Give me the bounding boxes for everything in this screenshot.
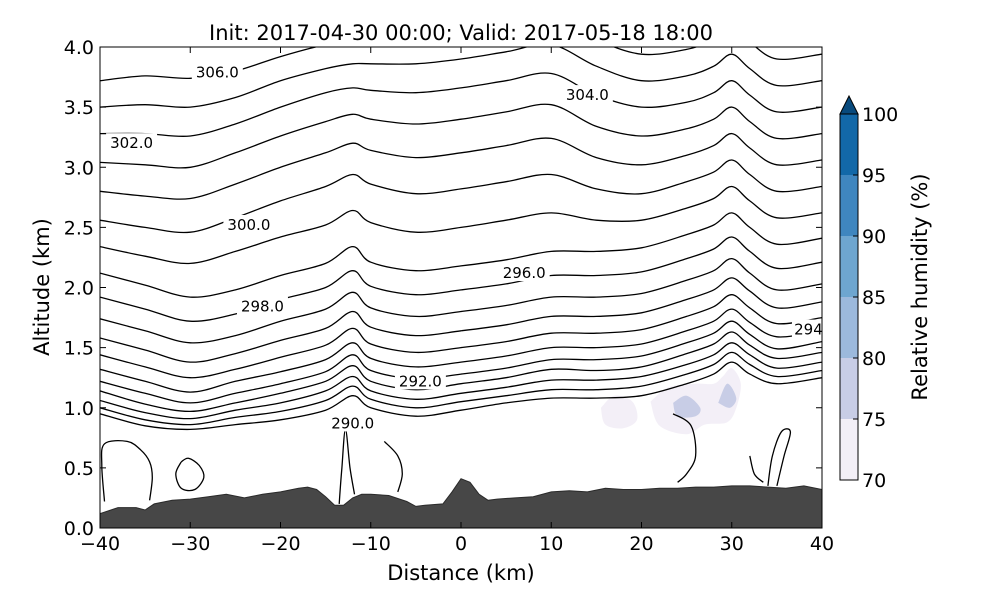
y-tick-label: 2.5 bbox=[64, 217, 94, 239]
x-tick-label: −10 bbox=[351, 533, 391, 555]
humidity-region bbox=[718, 383, 737, 408]
y-axis: 0.0 0.5 1.0 1.5 2.0 2.5 3.0 3.5 4.0 bbox=[64, 37, 822, 540]
isentrope-line bbox=[100, 342, 822, 420]
contour-label-layer: 306.0 304.0 302.0 300.0 298.0 296.0 294 292.0 29… bbox=[106, 62, 825, 432]
contour-label: 300.0 bbox=[227, 216, 270, 234]
chart-title: Init: 2017-04-30 00:00; Valid: 2017-05-1… bbox=[209, 21, 713, 45]
y-tick-label: 1.5 bbox=[64, 338, 94, 360]
colorbar: 70 75 80 85 90 95 100 bbox=[839, 94, 898, 492]
isentrope-line bbox=[100, 47, 822, 108]
humidity-region bbox=[673, 395, 701, 418]
isentrope-line bbox=[100, 72, 822, 138]
isentrope-line bbox=[100, 440, 153, 502]
contour-label: 290.0 bbox=[331, 414, 374, 432]
isentrope-line bbox=[100, 277, 822, 363]
y-tick-label: 2.0 bbox=[64, 278, 94, 300]
isentrope-line bbox=[100, 212, 822, 298]
x-tick-label: 20 bbox=[629, 533, 653, 555]
contour-label-gap bbox=[236, 296, 288, 315]
x-tick-label: −40 bbox=[80, 533, 120, 555]
x-tick-label: −20 bbox=[260, 533, 300, 555]
x-tick-label: 10 bbox=[539, 533, 563, 555]
x-axis-label: Distance (km) bbox=[387, 561, 535, 585]
colorbar-extend-arrow bbox=[839, 94, 859, 115]
colorbar-tick-label: 100 bbox=[862, 104, 898, 126]
colorbar-tick-label: 90 bbox=[862, 226, 886, 248]
isentrope-line bbox=[100, 132, 822, 200]
contour-label: 306.0 bbox=[196, 63, 239, 81]
contour-label: 298.0 bbox=[241, 298, 284, 316]
terrain-layer bbox=[100, 478, 822, 528]
colorbar-tick-label: 80 bbox=[862, 348, 886, 370]
contour-label-gap bbox=[191, 62, 243, 81]
contour-label-gap bbox=[223, 214, 275, 233]
isentrope-line bbox=[749, 455, 764, 483]
isentrope-line bbox=[100, 331, 822, 413]
contour-label-gap bbox=[106, 133, 158, 152]
colorbar-tick-label: 70 bbox=[862, 470, 886, 492]
isentrope-line bbox=[100, 185, 822, 265]
y-tick-label: 1.0 bbox=[64, 398, 94, 420]
humidity-fill-layer bbox=[600, 367, 741, 435]
x-tick-label: 0 bbox=[455, 533, 467, 555]
contour-label: 292.0 bbox=[399, 372, 442, 390]
y-tick-label: 0.0 bbox=[64, 518, 94, 540]
isentrope-line bbox=[100, 351, 822, 426]
colorbar-segment bbox=[840, 297, 858, 358]
contour-label-gap bbox=[791, 319, 825, 338]
colorbar-segment bbox=[840, 175, 858, 236]
y-axis-label: Altitude (km) bbox=[30, 218, 54, 356]
y-tick-label: 3.5 bbox=[64, 97, 94, 119]
contour-label: 294 bbox=[794, 321, 823, 339]
plot-background bbox=[100, 47, 822, 528]
contour-label-gap bbox=[498, 263, 550, 282]
contour-label-gap bbox=[561, 85, 613, 104]
isentrope-line bbox=[100, 294, 822, 379]
colorbar-segment bbox=[840, 358, 858, 419]
x-axis: −40 −30 −20 −10 0 10 20 30 40 bbox=[80, 47, 834, 555]
isentrope-line bbox=[100, 320, 822, 404]
colorbar-segment bbox=[840, 236, 858, 297]
isentrope-line bbox=[100, 103, 822, 169]
x-tick-label: 30 bbox=[720, 533, 744, 555]
y-tick-label: 4.0 bbox=[64, 37, 94, 59]
x-tick-label: −30 bbox=[170, 533, 210, 555]
colorbar-tick-label: 95 bbox=[862, 165, 886, 187]
y-tick-label: 3.0 bbox=[64, 157, 94, 179]
colorbar-segment bbox=[840, 419, 858, 480]
humidity-region bbox=[600, 395, 638, 429]
isentrope-line bbox=[100, 308, 822, 393]
plot-area: 306.0 304.0 302.0 300.0 298.0 296.0 294 292.0 29… bbox=[99, 46, 825, 529]
contour-label-gap bbox=[394, 371, 446, 390]
contour-label: 296.0 bbox=[503, 264, 546, 282]
colorbar-label: Relative humidity (%) bbox=[908, 173, 932, 400]
colorbar-segment bbox=[840, 114, 858, 175]
contour-label: 304.0 bbox=[566, 86, 609, 104]
isentrope-line bbox=[767, 428, 792, 487]
contour-label: 302.0 bbox=[110, 134, 153, 152]
isentrope-line bbox=[672, 413, 697, 483]
x-tick-label: 40 bbox=[810, 533, 834, 555]
colorbar-tick-label: 75 bbox=[862, 409, 886, 431]
contour-label-gap bbox=[327, 413, 379, 432]
colorbar-tick-label: 85 bbox=[862, 287, 886, 309]
isentrope-line bbox=[175, 457, 205, 492]
y-tick-label: 0.5 bbox=[64, 458, 94, 480]
isentrope-line bbox=[100, 257, 822, 344]
isentrope-line bbox=[383, 440, 403, 493]
terrain bbox=[100, 478, 822, 528]
isentrope-line bbox=[100, 361, 822, 431]
humidity-region bbox=[650, 367, 741, 435]
